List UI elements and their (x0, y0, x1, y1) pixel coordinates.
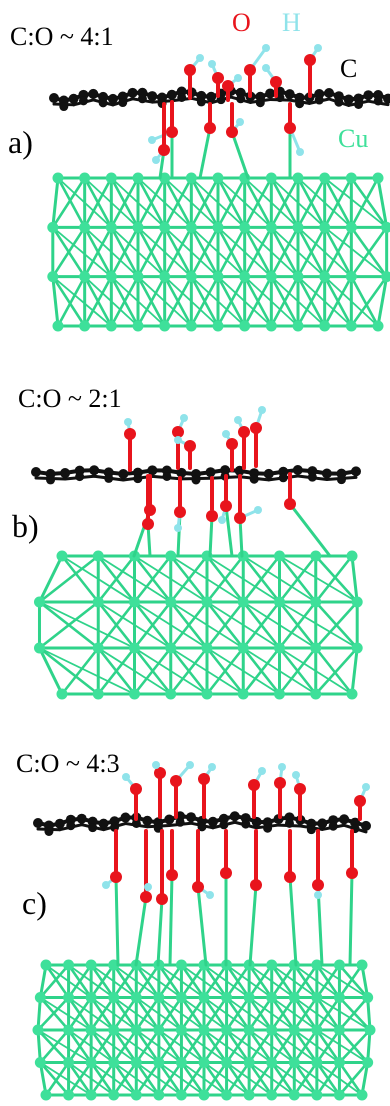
panel-b: C:O ~ 2:1 b) (0, 380, 390, 725)
legend-copper: Cu (338, 124, 369, 153)
legend-carbon: C (340, 54, 358, 83)
copper-slab (47, 172, 390, 332)
functional-groups (102, 761, 370, 967)
functional-groups (148, 44, 322, 180)
panel-b-ratio: C:O ~ 2:1 (18, 384, 122, 413)
panel-a: C:O ~ 4:1 a) (0, 0, 390, 345)
graphene-sheet (31, 465, 361, 485)
panel-b-label: b) (12, 508, 39, 544)
graphene-sheet (49, 86, 390, 112)
graphene-sheet (33, 811, 371, 836)
panel-c-structure (32, 761, 376, 1101)
panel-a-structure (47, 44, 390, 332)
panel-a-ratio: C:O ~ 4:1 (10, 22, 114, 51)
panel-c-ratio: C:O ~ 4:3 (16, 749, 120, 778)
functional-groups (124, 406, 332, 558)
legend-hydrogen: H (282, 8, 301, 37)
copper-slab (32, 959, 376, 1101)
legend-oxygen: O (232, 8, 251, 37)
panel-c: C:O ~ 4:3 c) (0, 745, 390, 1106)
panel-c-label: c) (22, 885, 47, 921)
copper-slab (33, 550, 363, 700)
panel-a-label: a) (8, 124, 33, 160)
panel-b-structure (31, 406, 363, 700)
